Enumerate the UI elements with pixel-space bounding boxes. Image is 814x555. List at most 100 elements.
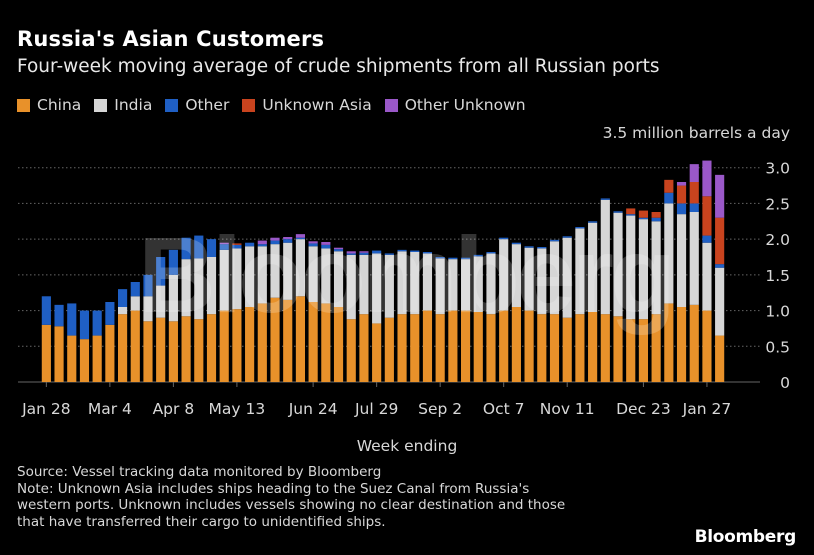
legend-label-unknown-asia: Unknown Asia <box>262 96 372 114</box>
bar-segment-india <box>245 246 255 307</box>
bar-segment-china <box>346 319 356 382</box>
bar-segment-china <box>156 317 166 382</box>
bar-segment-other-unknown <box>219 242 229 245</box>
bar-segment-other <box>613 211 623 213</box>
bar-segment-china <box>232 309 242 382</box>
legend-swatch-unknown-asia <box>242 98 256 112</box>
legend-label-other-unknown: Other Unknown <box>404 96 526 114</box>
bar-stack <box>600 198 610 382</box>
bar-segment-other <box>524 246 534 248</box>
y-axis-unit-label: 3.5 million barrels a day <box>603 124 790 142</box>
bar-segment-india <box>499 239 509 311</box>
bar-stack <box>448 257 458 382</box>
bar-segment-other-unknown <box>333 247 344 250</box>
note-line: Note: Unknown Asia includes ships headin… <box>17 480 530 497</box>
bar-segment-india <box>295 239 305 297</box>
bar-segment-other-unknown <box>321 242 331 245</box>
bar-segment-other-unknown <box>346 251 356 254</box>
bar-segment-india <box>435 258 445 315</box>
bar-segment-other <box>79 310 90 340</box>
bar-stack <box>105 302 115 382</box>
bar-segment-china <box>333 307 344 382</box>
bar-segment-other <box>715 264 725 268</box>
bar-segment-other <box>486 252 496 254</box>
bar-segment-india <box>638 219 648 320</box>
bar-segment-other <box>575 227 585 229</box>
x-tick-label: Apr 8 <box>153 400 195 418</box>
bar-segment-other-unknown <box>283 237 293 240</box>
bar-segment-india <box>232 248 242 310</box>
bar-segment-other <box>384 253 394 255</box>
bar-segment-other <box>219 244 229 250</box>
bar-segment-india <box>486 253 496 315</box>
bar-segment-china <box>79 339 90 382</box>
bar-segment-other-unknown <box>359 251 369 253</box>
bar-stack <box>181 237 191 382</box>
bar-segment-other-unknown <box>308 241 318 244</box>
bar-stack <box>486 252 496 382</box>
bar-segment-india <box>308 246 318 302</box>
bar-stack <box>359 251 369 382</box>
bar-stack <box>54 304 64 382</box>
bar-segment-other <box>321 244 331 249</box>
bar-segment-china <box>143 321 153 382</box>
bar-segment-unknown-asia <box>638 210 648 218</box>
x-tick-label: Jan 27 <box>682 400 732 418</box>
bar-segment-other <box>333 249 344 252</box>
legend-swatch-other-unknown <box>384 98 398 112</box>
y-tick-label: 3.0 <box>765 160 790 178</box>
bar-stack <box>397 249 407 382</box>
bar-segment-china <box>422 310 433 382</box>
bar-segment-india <box>537 248 547 315</box>
x-tick-label: Jan 28 <box>21 400 71 418</box>
bar-segment-other <box>194 235 204 259</box>
bar-stack <box>79 310 90 382</box>
bar-segment-india <box>270 244 280 298</box>
bar-stack <box>372 250 382 382</box>
bar-segment-china <box>410 314 420 382</box>
bar-stack <box>206 239 217 382</box>
bar-segment-unknown-asia <box>651 212 661 218</box>
bar-segment-other <box>156 257 166 286</box>
bar-segment-china <box>702 310 712 382</box>
bar-segment-other <box>346 253 356 255</box>
bar-stack <box>575 227 585 382</box>
note-line: that have transferred their cargo to uni… <box>17 513 386 530</box>
bar-stack <box>308 241 318 382</box>
legend-swatch-china <box>17 98 30 112</box>
legend-item-other: Other <box>165 96 229 114</box>
bar-stack <box>168 249 178 382</box>
bar-segment-india <box>118 307 128 315</box>
bar-segment-china <box>181 316 191 382</box>
bar-segment-china <box>676 307 687 382</box>
bar-segment-other <box>41 296 51 325</box>
bar-segment-india <box>346 254 356 320</box>
y-tick-label: 1.5 <box>765 267 790 285</box>
bar-segment-other <box>130 282 140 297</box>
bar-segment-india <box>664 203 674 304</box>
bloomberg-watermark: Bloomberg <box>138 214 672 335</box>
y-tick-label: 0.5 <box>765 338 790 356</box>
bar-segment-china <box>194 319 204 382</box>
note-line: western ports. Unknown includes vessels … <box>17 497 566 514</box>
y-axis-ticks: 0 0.5 1.0 1.5 2.0 2.5 3.0 <box>765 160 790 392</box>
bar-segment-other-unknown <box>257 240 267 245</box>
bar-segment-other <box>308 243 318 247</box>
bar-segment-china <box>651 314 661 382</box>
bar-stack <box>473 254 483 382</box>
bar-segment-china <box>257 303 267 382</box>
bar-stack <box>588 221 598 382</box>
bar-segment-china <box>562 317 572 382</box>
bar-segment-other <box>638 217 648 220</box>
bar-segment-other-unknown <box>689 164 699 182</box>
bar-segment-china <box>638 319 648 382</box>
bar-stack <box>130 282 140 382</box>
x-tick-label: Sep 2 <box>418 400 462 418</box>
bar-segment-india <box>562 237 572 318</box>
bar-segment-china <box>245 307 255 382</box>
bar-stack <box>270 237 280 382</box>
bar-stack <box>321 242 331 382</box>
bar-segment-india <box>168 274 178 322</box>
bar-stack <box>638 210 648 382</box>
bar-segment-china <box>715 335 725 382</box>
